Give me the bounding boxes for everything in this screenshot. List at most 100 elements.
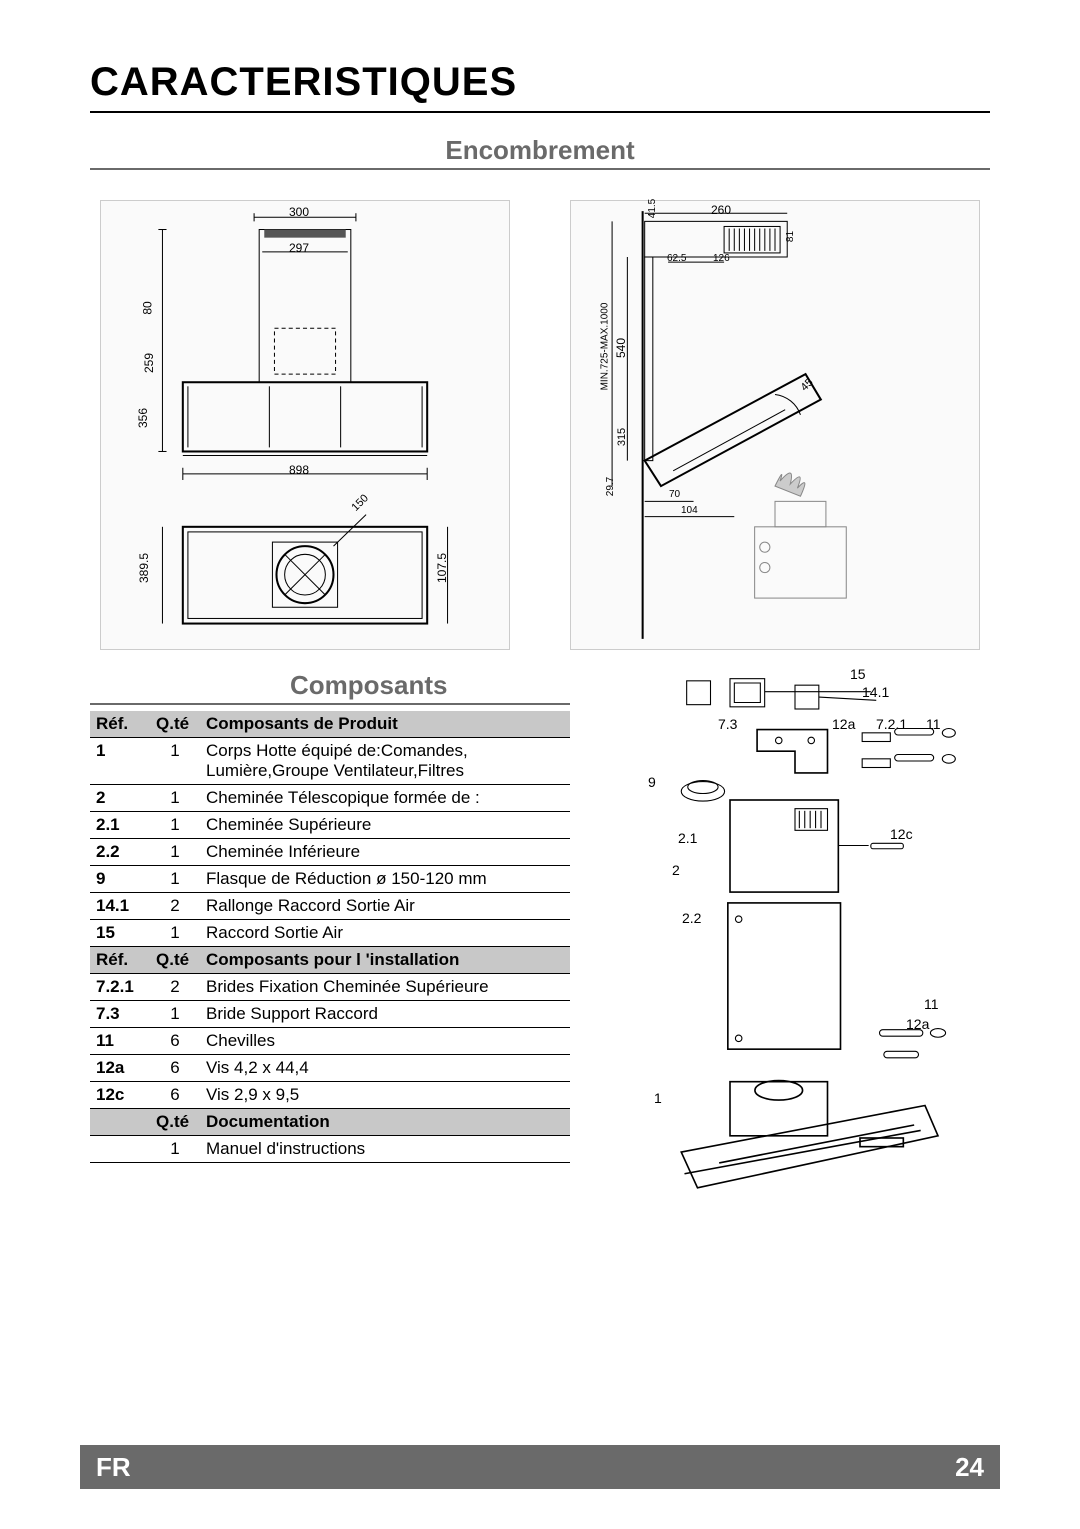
table-row: 2.21Cheminée Inférieure [90, 839, 570, 866]
table-row: 11Corps Hotte équipé de:Comandes, Lumièr… [90, 738, 570, 785]
cell-qty: 1 [150, 812, 200, 839]
cell-ref: 14.1 [90, 893, 150, 920]
callout-label: 9 [648, 774, 656, 790]
table-header-row: Q.té Documentation [90, 1109, 570, 1136]
section-heading-dimensions: Encombrement [90, 135, 990, 170]
table-row: 21Cheminée Télescopique formée de : [90, 785, 570, 812]
col-ref: Réf. [90, 711, 150, 738]
footer-lang: FR [96, 1452, 131, 1483]
cell-ref: 2.2 [90, 839, 150, 866]
cell-qty: 2 [150, 893, 200, 920]
table-row: 1Manuel d'instructions [90, 1136, 570, 1163]
callout-label: 15 [850, 666, 866, 682]
dim-label: 259 [142, 353, 156, 373]
dim-label: 107.5 [435, 553, 449, 583]
cell-qty: 1 [150, 920, 200, 947]
dim-label: 62.5 [667, 253, 686, 264]
col-ref: Réf. [90, 947, 150, 974]
table-header-row: Réf. Q.té Composants pour l 'installatio… [90, 947, 570, 974]
callout-label: 11 [924, 996, 939, 1012]
cell-qty: 1 [150, 785, 200, 812]
col-desc: Composants pour l 'installation [200, 947, 570, 974]
dim-label: 80 [141, 301, 155, 314]
dim-label: MIN.725-MAX.1000 [599, 303, 610, 391]
cell-desc: Flasque de Réduction ø 150-120 mm [200, 866, 570, 893]
footer-page-number: 24 [955, 1452, 984, 1483]
cell-desc: Cheminée Supérieure [200, 812, 570, 839]
dim-label: 29.7 [605, 477, 616, 496]
callout-label: 7.2.1 [876, 716, 907, 732]
cell-ref [90, 1136, 150, 1163]
cell-qty: 2 [150, 974, 200, 1001]
callout-label: 7.3 [718, 716, 737, 732]
cell-qty: 1 [150, 866, 200, 893]
table-row: 7.31Bride Support Raccord [90, 1001, 570, 1028]
dim-label: 126 [713, 253, 730, 264]
cell-ref: 7.3 [90, 1001, 150, 1028]
cell-desc: Manuel d'instructions [200, 1136, 570, 1163]
cell-ref: 15 [90, 920, 150, 947]
col-ref [90, 1109, 150, 1136]
table-row: 7.2.12Brides Fixation Cheminée Supérieur… [90, 974, 570, 1001]
cell-qty: 1 [150, 1001, 200, 1028]
callout-label: 2.2 [682, 910, 701, 926]
col-qty: Q.té [150, 947, 200, 974]
dim-label: 81 [785, 231, 796, 242]
cell-ref: 2 [90, 785, 150, 812]
table-row: 14.12Rallonge Raccord Sortie Air [90, 893, 570, 920]
callout-label: 12a [906, 1016, 929, 1032]
col-qty: Q.té [150, 1109, 200, 1136]
col-desc: Composants de Produit [200, 711, 570, 738]
dimension-drawings: 300 297 80 259 356 898 389.5 107.5 150 [90, 200, 990, 650]
cell-desc: Cheminée Télescopique formée de : [200, 785, 570, 812]
cell-desc: Rallonge Raccord Sortie Air [200, 893, 570, 920]
table-row: 12a6Vis 4,2 x 44,4 [90, 1055, 570, 1082]
callout-label: 11 [926, 716, 941, 732]
callout-label: 14.1 [862, 684, 889, 700]
dim-label: 300 [289, 205, 309, 219]
table-row: 116Chevilles [90, 1028, 570, 1055]
dim-label: 356 [136, 408, 150, 428]
dimension-front-view: 300 297 80 259 356 898 389.5 107.5 150 [100, 200, 510, 650]
dim-label: 104 [681, 505, 698, 516]
cell-desc: Vis 4,2 x 44,4 [200, 1055, 570, 1082]
dim-label: 297 [289, 241, 309, 255]
page-title: CARACTERISTIQUES [90, 60, 990, 113]
cell-desc: Cheminée Inférieure [200, 839, 570, 866]
cell-qty: 1 [150, 1136, 200, 1163]
page-footer: FR 24 [80, 1445, 1000, 1489]
callout-label: 12c [890, 826, 913, 842]
dim-label: 540 [614, 338, 628, 358]
cell-ref: 11 [90, 1028, 150, 1055]
cell-desc: Vis 2,9 x 9,5 [200, 1082, 570, 1109]
dim-label: 898 [289, 463, 309, 477]
callout-label: 2.1 [678, 830, 697, 846]
table-row: 12c6Vis 2,9 x 9,5 [90, 1082, 570, 1109]
cell-desc: Bride Support Raccord [200, 1001, 570, 1028]
cell-ref: 12a [90, 1055, 150, 1082]
col-desc: Documentation [200, 1109, 570, 1136]
cell-ref: 7.2.1 [90, 974, 150, 1001]
cell-desc: Corps Hotte équipé de:Comandes, Lumière,… [200, 738, 570, 785]
cell-desc: Raccord Sortie Air [200, 920, 570, 947]
table-row: 2.11Cheminée Supérieure [90, 812, 570, 839]
callout-label: 1 [654, 1090, 662, 1106]
exploded-diagram: 15 14.1 7.3 12a 7.2.1 11 9 2.1 12c 2 2.2… [600, 670, 990, 1282]
cell-desc: Brides Fixation Cheminée Supérieure [200, 974, 570, 1001]
cell-desc: Chevilles [200, 1028, 570, 1055]
table-row: 91Flasque de Réduction ø 150-120 mm [90, 866, 570, 893]
col-qty: Q.té [150, 711, 200, 738]
callout-label: 2 [672, 862, 680, 878]
cell-ref: 2.1 [90, 812, 150, 839]
cell-qty: 6 [150, 1028, 200, 1055]
section-heading-components: Composants [90, 670, 570, 705]
cell-ref: 1 [90, 738, 150, 785]
dim-label: 70 [669, 489, 680, 500]
table-row: 151Raccord Sortie Air [90, 920, 570, 947]
table-header-row: Réf. Q.té Composants de Produit [90, 711, 570, 738]
dim-label: 41.5 [647, 199, 658, 218]
cell-qty: 1 [150, 839, 200, 866]
cell-qty: 6 [150, 1055, 200, 1082]
cell-qty: 1 [150, 738, 200, 785]
callout-label: 12a [832, 716, 855, 732]
